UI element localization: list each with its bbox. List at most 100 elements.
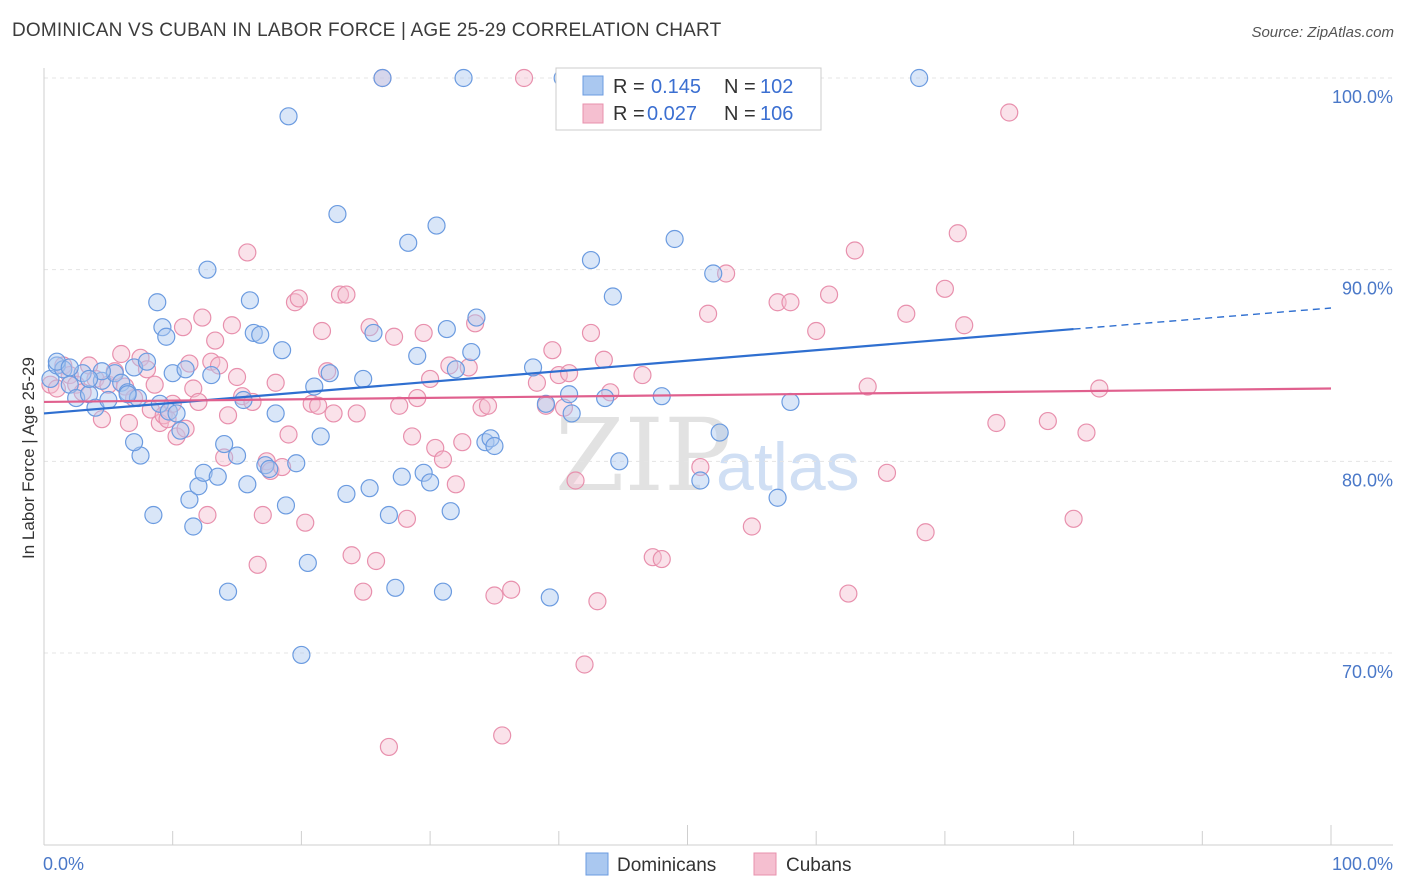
cubans-point (819, 285, 839, 304)
cubans-point (781, 293, 800, 312)
cubans-point (1038, 411, 1057, 431)
cubans-point (414, 323, 433, 343)
bottom-legend-cubans: Cubans (786, 855, 852, 876)
cubans-point (643, 548, 662, 567)
dominicans-point (272, 341, 292, 360)
cubans-point (384, 327, 404, 346)
cubans-point (222, 316, 242, 335)
x-tick-label-min: 0.0% (43, 854, 84, 874)
dominicans-point (427, 216, 446, 235)
dominicans-point (298, 553, 317, 573)
cubans-point (402, 427, 422, 446)
dominicans-point (266, 404, 285, 423)
cubans-point (119, 413, 139, 433)
cubans-point (1077, 423, 1096, 442)
cubans-trend-line (43, 387, 1332, 404)
cubans-point (379, 737, 399, 757)
dominicans-point (408, 346, 427, 366)
legend-r-value-cubans: 0.027 (647, 103, 697, 125)
cubans-point (453, 433, 472, 452)
cubans-point (1090, 379, 1109, 398)
legend-swatch-dominicans (582, 75, 604, 96)
y-tick-label-80: 80.0% (1342, 470, 1393, 490)
cubans-point (955, 316, 974, 335)
cubans-point (897, 304, 916, 323)
cubans-point (594, 350, 613, 369)
dominicans-point (373, 68, 392, 88)
cubans-point (266, 373, 285, 392)
cubans-point (698, 304, 718, 323)
watermark-atlas: atlas (716, 429, 860, 505)
cubans-point (839, 584, 858, 603)
cubans-point (193, 308, 212, 327)
dominicans-point (251, 325, 270, 344)
cubans-point (485, 586, 504, 605)
cubans-point (173, 318, 193, 337)
dominicans-point (118, 385, 137, 404)
dominicans-point (189, 477, 208, 496)
watermark-zip: ZIP (555, 397, 731, 514)
legend-swatch-cubans (582, 103, 604, 124)
dominicans-point (320, 364, 339, 383)
cubans-point (238, 243, 257, 262)
legend-n-label-cubans: N = (724, 103, 756, 125)
cubans-point (309, 396, 328, 415)
y-axis-label: In Labor Force | Age 25-29 (19, 357, 38, 559)
cubans-point (566, 471, 585, 490)
legend-r-label-cubans: R = (613, 103, 645, 125)
legend-n-label-dominicans: N = (724, 76, 756, 98)
dominicans-point (433, 582, 453, 601)
cubans-point (253, 505, 272, 525)
y-tick-label-70: 70.0% (1342, 662, 1393, 682)
dominicans-point (540, 588, 559, 607)
cubans-point (581, 323, 601, 343)
trend-lines (43, 307, 1332, 415)
cubans-point (717, 264, 736, 283)
dominicans-point (184, 517, 203, 536)
cubans-point (92, 410, 112, 429)
cubans-point (324, 404, 343, 423)
cubans-point (218, 406, 238, 425)
dominicans-point (414, 463, 433, 482)
dominicans-point (287, 454, 306, 473)
dominicans-point (244, 323, 263, 343)
dominicans-point (292, 645, 311, 665)
dominicans-point (360, 479, 379, 498)
source-note: Source: ZipAtlas.com (1251, 24, 1394, 41)
dominicans-point (781, 392, 800, 412)
cubans-point (227, 367, 247, 387)
dominicans-points (41, 68, 929, 665)
legend: R = 0.145 N = 102 R = 0.027 N = 106 (555, 67, 822, 131)
dominicans-point (227, 446, 247, 465)
dominicans-point (559, 385, 579, 404)
cubans-point (478, 396, 498, 415)
dominicans-point (562, 404, 581, 423)
dominicans-point (328, 204, 347, 224)
cubans-point (472, 398, 491, 417)
dominicans-point (603, 287, 622, 306)
cubans-point (421, 369, 440, 389)
dominicans-point (60, 358, 79, 377)
legend-n-value-cubans: 106 (760, 103, 793, 125)
dominicans-point (202, 365, 221, 385)
cubans-point (845, 241, 864, 260)
cubans-point (296, 513, 315, 532)
dominicans-point (218, 582, 238, 601)
cubans-point (948, 224, 967, 243)
cubans-point (807, 321, 826, 341)
cubans-point (112, 344, 131, 364)
cubans-point (493, 726, 512, 745)
dominicans-point (148, 293, 167, 312)
bottom-legend-swatch-cubans (753, 852, 777, 876)
cubans-point (575, 655, 594, 674)
dominicans-point (144, 505, 163, 525)
dominicans-point (337, 484, 356, 504)
dominicans-point (279, 107, 298, 126)
cubans-point (446, 475, 465, 494)
cubans-point (559, 364, 579, 383)
dominicans-point (454, 68, 473, 88)
dominicans-point (194, 463, 213, 482)
dominicans-point (311, 427, 330, 446)
cubans-point (633, 365, 652, 385)
